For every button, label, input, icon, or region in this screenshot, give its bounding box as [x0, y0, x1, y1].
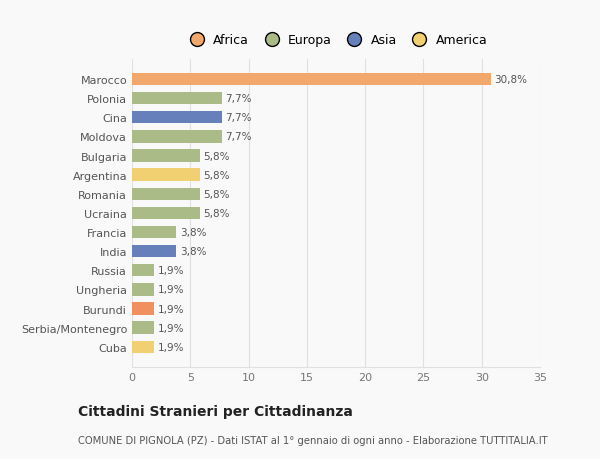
- Bar: [132, 169, 200, 181]
- Bar: [132, 73, 491, 86]
- Text: 3,8%: 3,8%: [180, 228, 206, 237]
- Text: 5,8%: 5,8%: [203, 208, 230, 218]
- Text: 5,8%: 5,8%: [203, 151, 230, 161]
- Text: Cittadini Stranieri per Cittadinanza: Cittadini Stranieri per Cittadinanza: [78, 404, 353, 419]
- Bar: [132, 188, 200, 201]
- Text: COMUNE DI PIGNOLA (PZ) - Dati ISTAT al 1° gennaio di ogni anno - Elaborazione TU: COMUNE DI PIGNOLA (PZ) - Dati ISTAT al 1…: [78, 435, 548, 445]
- Text: 1,9%: 1,9%: [158, 285, 184, 295]
- Bar: [132, 246, 176, 258]
- Text: 1,9%: 1,9%: [158, 342, 184, 352]
- Bar: [132, 207, 200, 220]
- Text: 5,8%: 5,8%: [203, 190, 230, 199]
- Text: 5,8%: 5,8%: [203, 170, 230, 180]
- Bar: [132, 150, 200, 162]
- Bar: [132, 112, 222, 124]
- Bar: [132, 226, 176, 239]
- Text: 7,7%: 7,7%: [225, 113, 252, 123]
- Bar: [132, 284, 154, 296]
- Text: 3,8%: 3,8%: [180, 246, 206, 257]
- Text: 7,7%: 7,7%: [225, 132, 252, 142]
- Bar: [132, 322, 154, 334]
- Bar: [132, 341, 154, 353]
- Bar: [132, 93, 222, 105]
- Bar: [132, 264, 154, 277]
- Text: 1,9%: 1,9%: [158, 304, 184, 314]
- Legend: Africa, Europa, Asia, America: Africa, Europa, Asia, America: [179, 29, 493, 52]
- Text: 7,7%: 7,7%: [225, 94, 252, 104]
- Text: 1,9%: 1,9%: [158, 266, 184, 276]
- Bar: [132, 302, 154, 315]
- Text: 30,8%: 30,8%: [494, 75, 527, 85]
- Text: 1,9%: 1,9%: [158, 323, 184, 333]
- Bar: [132, 131, 222, 143]
